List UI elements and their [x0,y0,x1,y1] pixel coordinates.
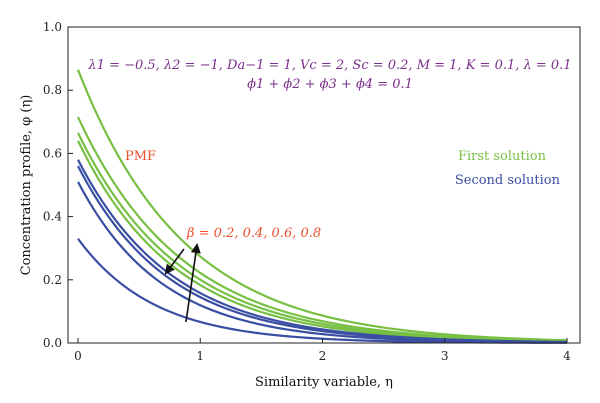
y-tick-label: 0.6 [43,146,62,160]
first-solution-curve-beta-0-4 [77,132,568,343]
first-solution-curve-beta-0-8 [76,69,568,342]
x-tick-label: 2 [319,349,327,363]
x-tick-label: 3 [441,349,449,363]
y-axis-ticks: 0.0 0.2 0.4 0.6 0.8 1.0 [43,20,73,350]
first-solution-arrow [164,248,185,275]
legend-second-solution: Second solution [455,173,561,188]
x-tick-label: 4 [563,349,571,363]
y-tick-label: 1.0 [43,20,62,34]
x-tick-label: 1 [196,349,204,363]
beta-annotation: β = 0.2, 0.4, 0.6, 0.8 [186,226,321,241]
volume-fraction-annotation: ϕ1 + ϕ2 + ϕ3 + ϕ4 = 0.1 [247,77,413,92]
x-axis-ticks: 0 1 2 3 4 [74,338,571,363]
x-axis-title: Similarity variable, η [255,375,393,390]
x-tick-label: 0 [74,349,82,363]
parameter-annotation: λ1 = −0.5, λ2 = −1, Da−1 = 1, Vc = 2, Sc… [87,58,571,73]
plot-frame [67,26,581,344]
first-solution-curve-beta-0-6 [77,116,568,342]
pmf-label: PMF [125,149,156,164]
y-tick-label: 0.8 [43,83,62,97]
y-tick-label: 0.0 [43,336,62,350]
legend-first-solution: First solution [458,149,547,164]
y-tick-label: 0.2 [43,273,62,287]
second-solution-arrow [185,243,201,323]
y-axis-title: Concentration profile, φ (η) [19,95,34,276]
second-solution-curve-beta-0-8 [77,159,568,344]
series-layer [76,69,568,344]
y-tick-label: 0.4 [43,210,62,224]
